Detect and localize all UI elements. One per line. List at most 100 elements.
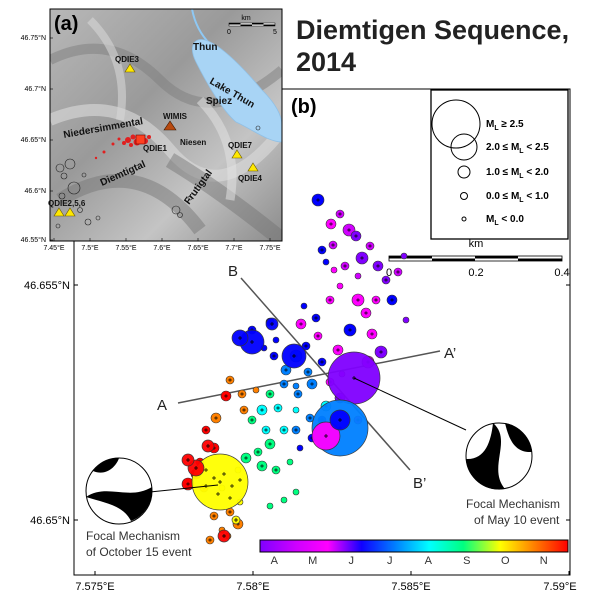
inset-events [55,125,261,229]
event-cross [234,518,238,522]
event-cross [306,370,310,374]
event-cross [228,496,232,500]
colorbar-month-label: J [387,555,393,567]
event-cross [364,311,368,315]
place-niesen: Niesen [180,138,206,147]
inset-y-tick: 46.7°N [25,85,46,93]
event-cross [390,298,394,302]
station-qdie1-icon [135,134,146,145]
event-cross [343,264,347,268]
colorbar-month-label: A [271,555,279,567]
x-tick-7585: 7.585°E [391,581,430,593]
event-cross [384,278,388,282]
colorbar-month-label: J [349,555,355,567]
leader-line-left [149,484,219,493]
inset-x-tick: 7.5°E [81,244,99,252]
event-cross [274,468,278,472]
event-cross [396,270,400,274]
event-marker [272,336,280,344]
event-cross [308,416,312,420]
event-marker [400,252,408,260]
event-cross [356,298,360,302]
panel-a-label: (a) [54,13,78,35]
event-cross [228,378,232,382]
event-cross [268,442,272,446]
inset-x-tick: 7.7°E [225,244,243,252]
event-cross [347,228,351,232]
title-line1: Diemtigen Sequence, [296,15,569,45]
event-cross [228,510,232,514]
event-cross [204,468,208,472]
x-tick-7575: 7.575°E [75,581,114,593]
event-cross [264,428,268,432]
station-qdie3-label: QDIE3 [115,55,140,64]
event-cross [206,444,210,448]
colorbar-month-label: A [425,555,433,567]
scale-a-unit: km [241,15,251,22]
event-cross [214,416,218,420]
scale-bar-a: km 0 5 [227,15,277,36]
event-cross [296,392,300,396]
event-cross [329,222,333,226]
event-marker [296,444,304,452]
event-cross [338,418,342,422]
event-marker [300,302,308,310]
leader-line-right [353,377,467,431]
event-cross [222,472,226,476]
inset-x-tick: 7.45°E [43,244,64,252]
terrain-relief [50,9,282,241]
event-cross [212,476,216,480]
event-cross [260,408,264,412]
event-cross [222,534,226,538]
profile-a-prime-label: A’ [444,345,456,362]
event-cross [224,394,228,398]
station-qdie1-label: QDIE1 [143,144,168,153]
focal-left-line1: Focal Mechanism [86,529,180,543]
event-cross [250,340,254,344]
profile-line-b [240,277,411,471]
scale-b-tick-04: 0.4 [554,267,569,279]
station-qdie7-label: QDIE7 [228,141,253,150]
inset-y-tick: 46.75°N [21,34,46,42]
event-cross [368,244,372,248]
station-qdie7-icon [231,149,243,159]
event-cross [304,344,308,348]
y-tick-4665: 46.65°N [30,515,70,527]
station-qdie256-label: QDIE2,5,6 [48,199,86,208]
event-marker [292,406,300,414]
x-tick-759: 7.59°E [543,581,576,593]
event-cross [230,484,234,488]
station-qdie2-icon [53,207,65,217]
legend-label-4: 0.0 ≤ ML < 1.0 [486,191,549,204]
event-cross [360,256,364,260]
legend-label-2: 2.0 ≤ ML < 2.5 [486,142,549,155]
legend-circle-5 [461,216,467,222]
event-marker [336,282,344,290]
event-marker [402,316,410,324]
event-cross [336,348,340,352]
event-cross [348,328,352,332]
panel-a-inset: Thun Lake Thun Spiez Niedersimmental Nie… [21,8,283,252]
event-cross [310,382,314,386]
legend-label-5: ML < 0.0 [486,214,524,227]
y-tick-46655: 46.655°N [24,280,70,292]
event-cross [299,322,303,326]
event-cross [244,456,248,460]
event-cross [320,248,324,252]
event-cross [238,336,242,340]
scale-b-unit: km [469,238,484,250]
scale-b-tick-02: 0.2 [468,267,483,279]
event-marker [252,386,260,394]
x-tick-758: 7.58°E [236,581,269,593]
magnitude-legend: ML ≥ 2.5 2.0 ≤ ML < 2.5 1.0 ≤ ML < 2.0 0… [430,89,569,240]
event-cross [292,354,296,358]
colorbar-month-label: S [463,555,470,567]
event-cross [242,408,246,412]
event-cross [282,428,286,432]
inset-x-tick: 7.6°E [153,244,171,252]
title-line2: 2014 [296,47,356,77]
station-wimis-icon [163,120,177,131]
event-cross [331,243,335,247]
